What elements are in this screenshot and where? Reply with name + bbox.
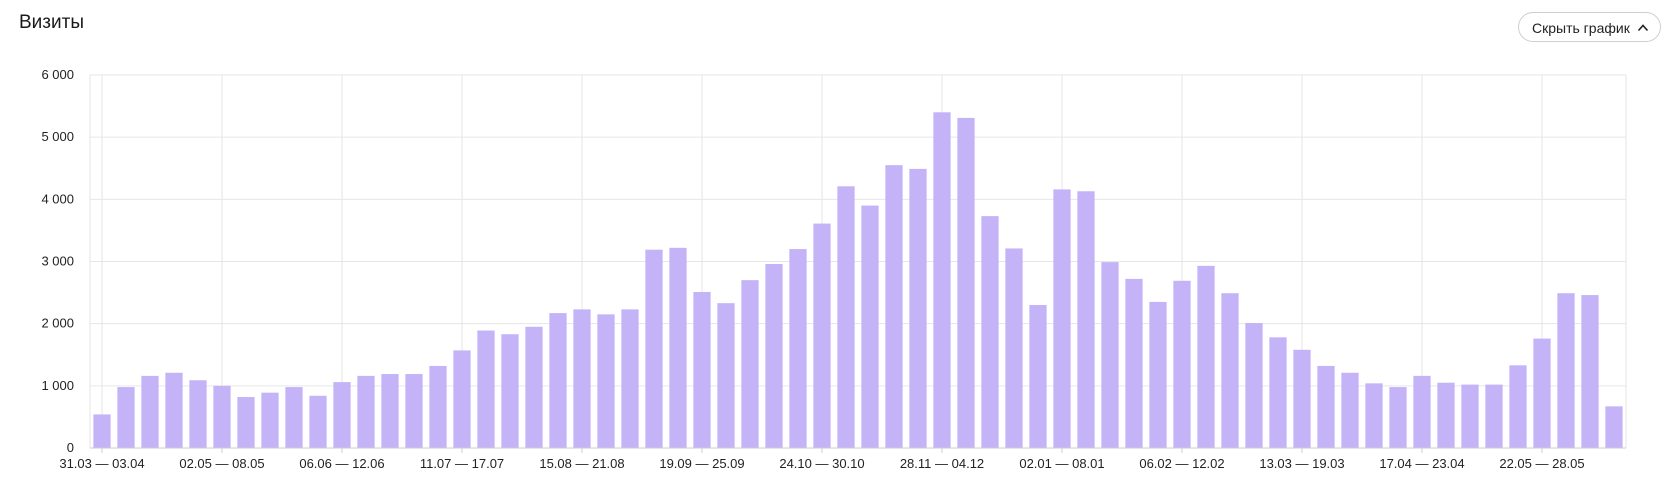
- y-tick-label: 1 000: [41, 378, 74, 393]
- bar[interactable]: [645, 249, 663, 448]
- bar[interactable]: [333, 382, 351, 448]
- bar[interactable]: [309, 395, 327, 448]
- bar[interactable]: [1413, 375, 1431, 448]
- bar[interactable]: [933, 112, 951, 449]
- bar[interactable]: [501, 334, 519, 448]
- bar[interactable]: [1029, 305, 1047, 448]
- bar[interactable]: [165, 372, 183, 448]
- bar[interactable]: [141, 375, 159, 448]
- bar[interactable]: [93, 414, 111, 448]
- bar[interactable]: [1077, 191, 1095, 449]
- bar[interactable]: [717, 303, 735, 448]
- bar[interactable]: [789, 249, 807, 448]
- x-tick-label: 11.07 — 17.07: [420, 456, 504, 471]
- bar[interactable]: [1173, 280, 1191, 448]
- x-tick-label: 17.04 — 23.04: [1379, 456, 1464, 471]
- bar[interactable]: [477, 330, 495, 448]
- bar[interactable]: [813, 223, 831, 448]
- bar[interactable]: [1581, 295, 1599, 448]
- hide-chart-button[interactable]: Скрыть график: [1518, 12, 1661, 42]
- bar[interactable]: [693, 291, 711, 448]
- bar[interactable]: [1293, 349, 1311, 448]
- chart-axes: [89, 75, 1627, 453]
- bar[interactable]: [957, 117, 975, 449]
- chart-bars: [93, 112, 1623, 449]
- bar[interactable]: [189, 380, 207, 448]
- x-tick-label: 19.09 — 25.09: [659, 456, 744, 471]
- bar[interactable]: [1149, 301, 1167, 448]
- bar[interactable]: [573, 309, 591, 448]
- bar[interactable]: [885, 165, 903, 448]
- bar[interactable]: [861, 205, 879, 448]
- x-tick-label: 13.03 — 19.03: [1259, 456, 1344, 471]
- bar[interactable]: [1557, 293, 1575, 448]
- x-tick-label: 06.06 — 12.06: [299, 456, 384, 471]
- x-axis-labels: 31.03 — 03.04 02.05 — 08.05 06.06 — 12.06 1…: [59, 456, 1584, 471]
- y-tick-label: 2 000: [41, 316, 74, 331]
- bar[interactable]: [1365, 383, 1383, 448]
- bar[interactable]: [1101, 262, 1119, 448]
- y-tick-label: 3 000: [41, 254, 74, 269]
- bar[interactable]: [1269, 337, 1287, 448]
- bar[interactable]: [405, 374, 423, 448]
- bar[interactable]: [1485, 384, 1503, 448]
- bar[interactable]: [213, 385, 231, 448]
- bar[interactable]: [1341, 372, 1359, 448]
- bar[interactable]: [1437, 382, 1455, 448]
- x-tick-label: 02.05 — 08.05: [179, 456, 264, 471]
- bar[interactable]: [525, 326, 543, 448]
- bar[interactable]: [1245, 323, 1263, 448]
- bar[interactable]: [981, 216, 999, 448]
- bar[interactable]: [741, 280, 759, 448]
- bar[interactable]: [597, 314, 615, 448]
- bar[interactable]: [237, 397, 255, 448]
- bar[interactable]: [285, 387, 303, 448]
- bar[interactable]: [1221, 293, 1239, 448]
- y-axis-labels: 0 1 000 2 000 3 000 4 000 5 000 6 000: [41, 67, 74, 455]
- y-tick-label: 6 000: [41, 67, 74, 82]
- y-tick-label: 4 000: [41, 191, 74, 206]
- x-tick-label: 15.08 — 21.08: [539, 456, 624, 471]
- y-tick-label: 5 000: [41, 129, 74, 144]
- page-title: Визиты: [19, 12, 84, 33]
- bar[interactable]: [1197, 265, 1215, 448]
- x-tick-label: 02.01 — 08.01: [1019, 456, 1104, 471]
- bar[interactable]: [261, 392, 279, 448]
- chevron-up-icon: [1637, 24, 1648, 32]
- bar[interactable]: [357, 375, 375, 448]
- bar[interactable]: [669, 247, 687, 448]
- bar[interactable]: [1461, 384, 1479, 448]
- bar[interactable]: [837, 186, 855, 449]
- hide-chart-label: Скрыть график: [1532, 20, 1630, 36]
- bar[interactable]: [429, 365, 447, 448]
- x-tick-label: 22.05 — 28.05: [1499, 456, 1584, 471]
- y-tick-label: 0: [67, 440, 74, 455]
- bar[interactable]: [381, 374, 399, 448]
- bar[interactable]: [621, 309, 639, 448]
- bar[interactable]: [453, 350, 471, 448]
- bar[interactable]: [1605, 406, 1623, 448]
- bar[interactable]: [765, 263, 783, 448]
- bar[interactable]: [1005, 248, 1023, 448]
- bar[interactable]: [909, 168, 927, 448]
- x-tick-label: 24.10 — 30.10: [779, 456, 864, 471]
- bar[interactable]: [549, 313, 567, 448]
- bar[interactable]: [1509, 365, 1527, 448]
- bar[interactable]: [1389, 387, 1407, 448]
- bar[interactable]: [1533, 338, 1551, 448]
- x-tick-label: 06.02 — 12.02: [1139, 456, 1224, 471]
- bar[interactable]: [1053, 189, 1071, 449]
- bar[interactable]: [1125, 278, 1143, 448]
- x-tick-label: 28.11 — 04.12: [900, 456, 984, 471]
- bar[interactable]: [1317, 365, 1335, 448]
- bar[interactable]: [117, 387, 135, 448]
- x-tick-label: 31.03 — 03.04: [59, 456, 144, 471]
